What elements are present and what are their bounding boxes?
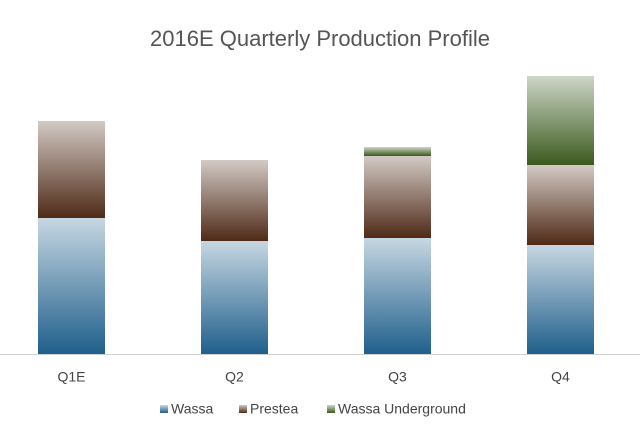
bar-segment — [527, 245, 594, 354]
bar-segment — [38, 121, 105, 218]
chart-title: 2016E Quarterly Production Profile — [150, 26, 490, 51]
legend-label: Wassa Underground — [338, 401, 466, 417]
x-tick-label: Q4 — [551, 369, 570, 385]
x-tick-label: Q3 — [388, 369, 407, 385]
bar-segment — [527, 76, 594, 165]
bar-segment — [364, 147, 431, 156]
x-tick-label: Q2 — [225, 369, 244, 385]
legend-label: Prestea — [250, 401, 298, 417]
x-tick-label: Q1E — [57, 369, 85, 385]
legend-swatch — [239, 405, 247, 413]
legend-label: Wassa — [171, 401, 213, 417]
bar-segment — [527, 165, 594, 245]
legend-swatch — [327, 405, 335, 413]
bar-segment — [38, 218, 105, 354]
bar-segment — [364, 238, 431, 354]
legend-swatch — [160, 405, 168, 413]
bar-segment — [364, 156, 431, 238]
bar-segment — [201, 241, 268, 354]
bar-segment — [201, 160, 268, 241]
